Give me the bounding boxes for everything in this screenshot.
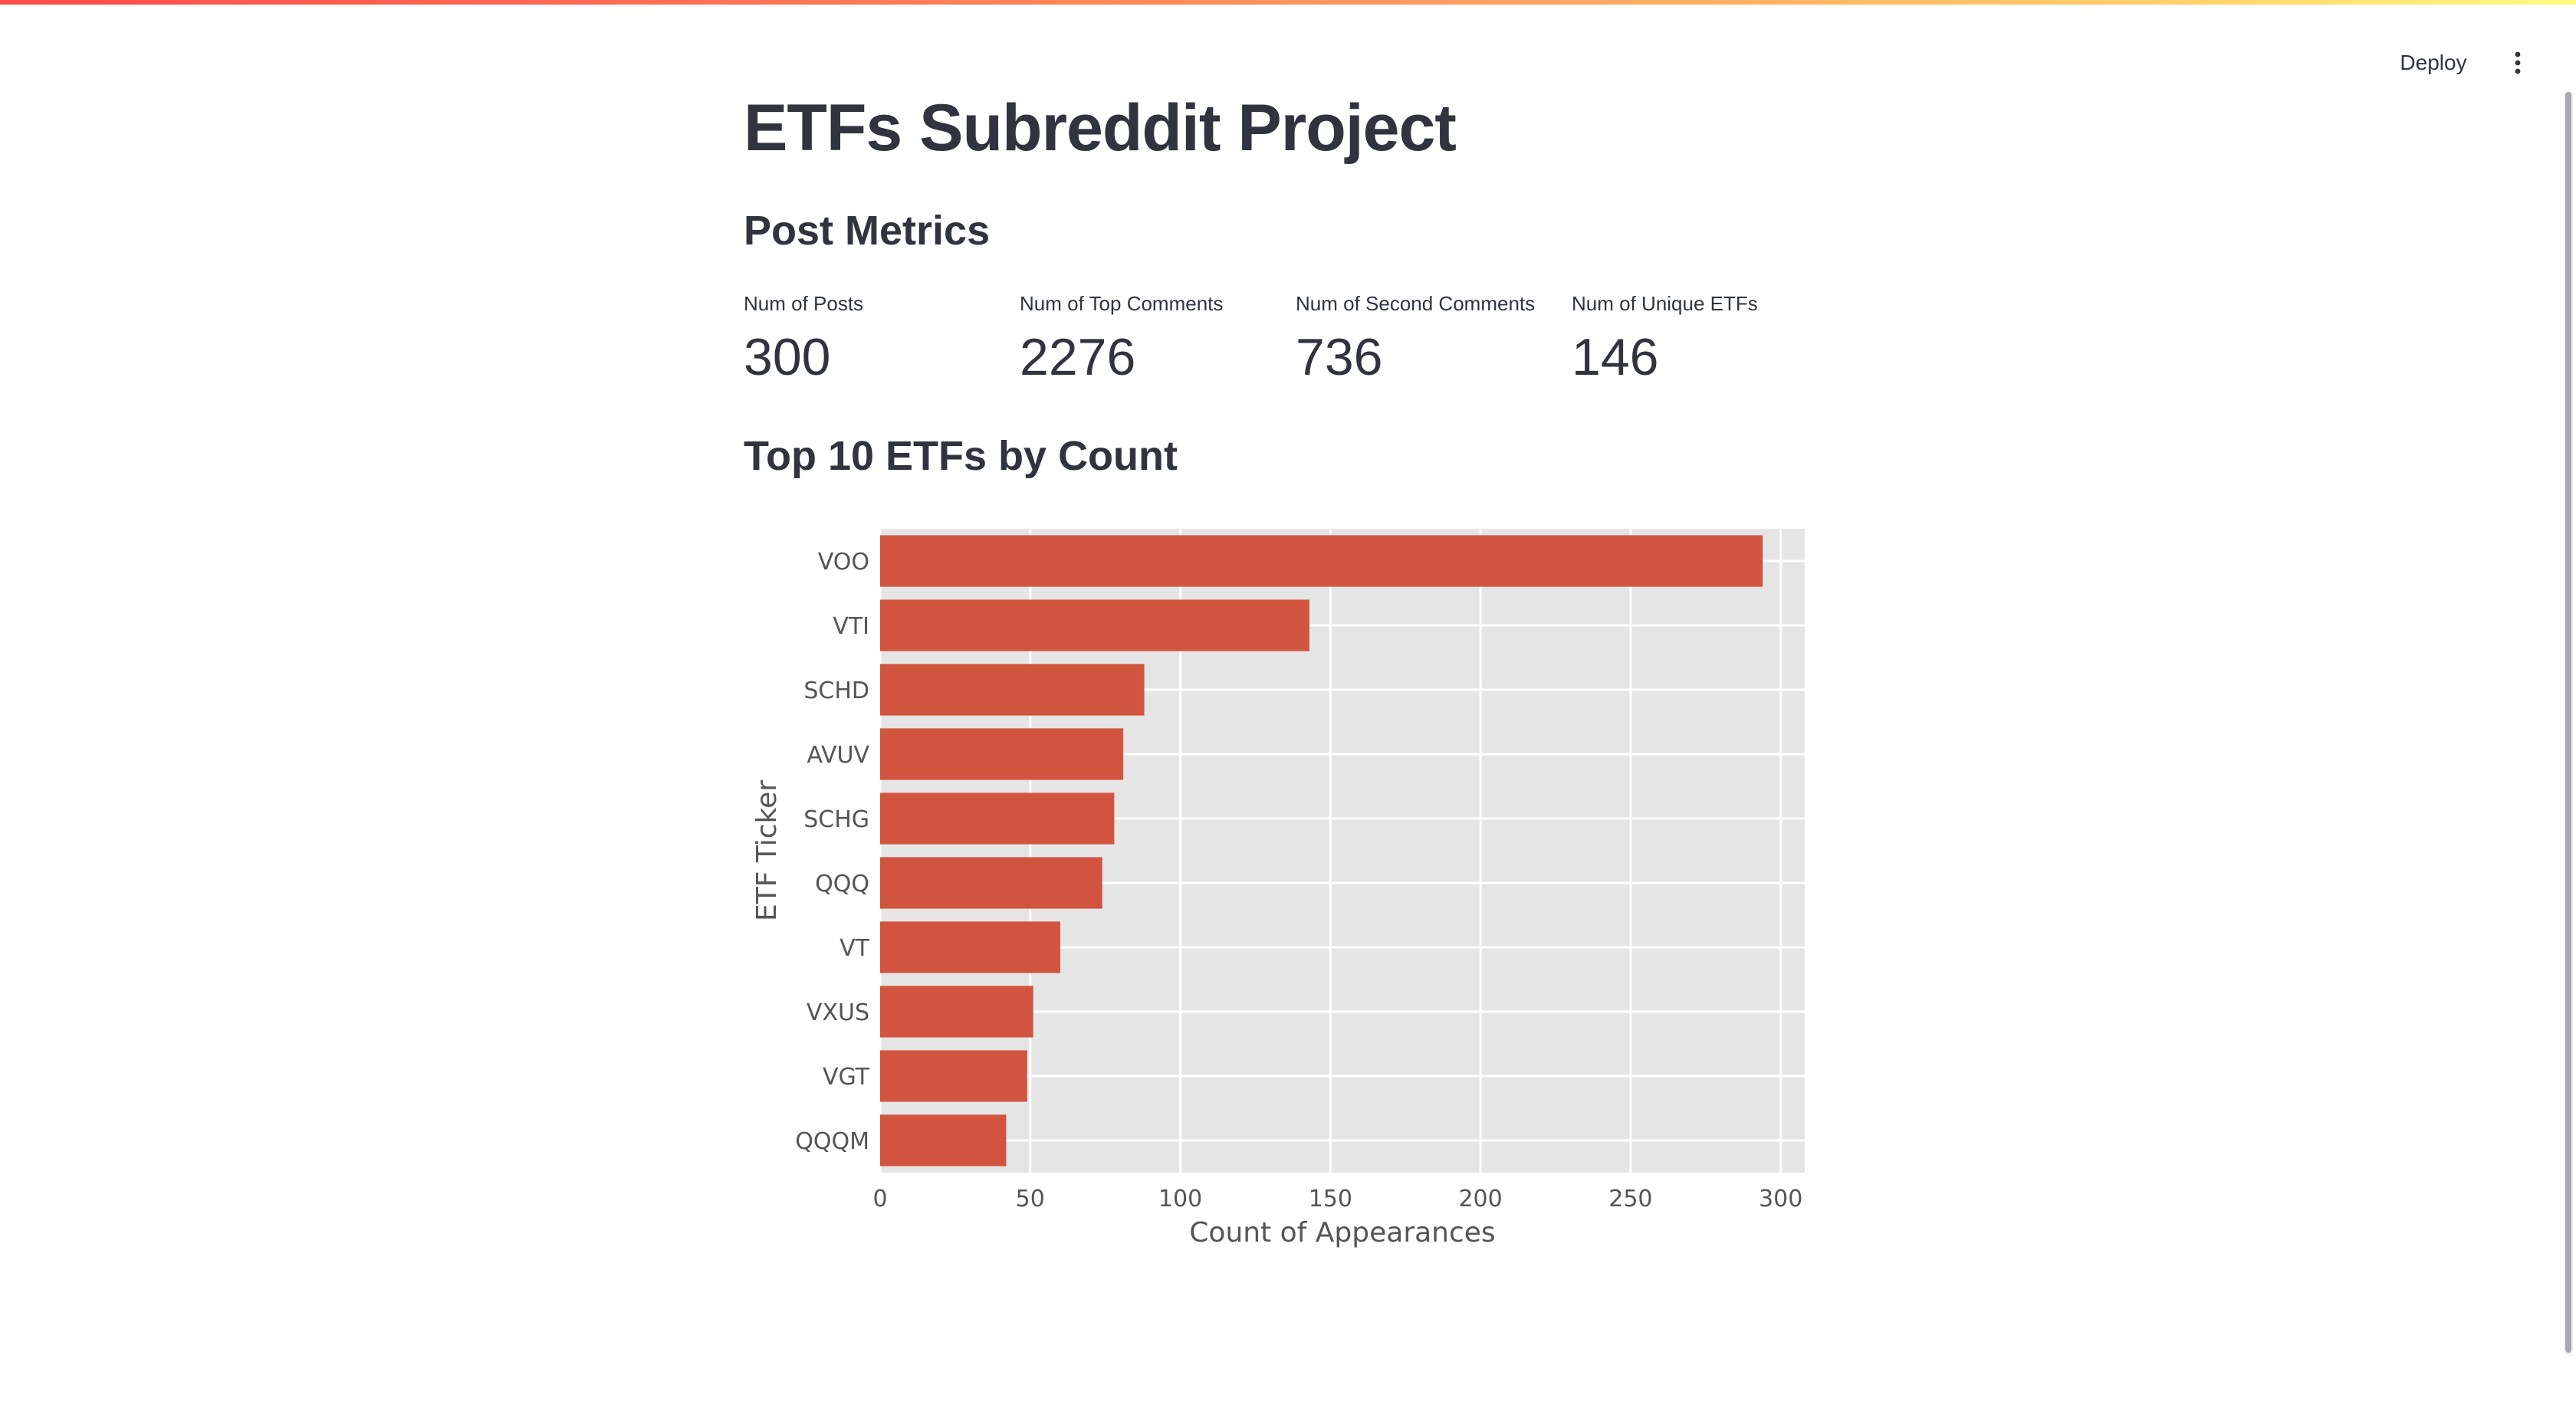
metric-label: Num of Unique ETFs	[1572, 292, 1758, 315]
bar-vti	[880, 599, 1309, 651]
vertical-ellipsis-icon	[2515, 51, 2521, 74]
top-decoration-bar	[0, 0, 2576, 5]
bar-vt	[880, 921, 1060, 973]
metric-label: Num of Posts	[744, 292, 864, 315]
bar-avuv	[880, 728, 1124, 780]
y-tick-label: VGT	[823, 1064, 870, 1091]
bar-schd	[880, 664, 1145, 716]
metric-second-comments: Num of Second Comments 736	[1296, 288, 1556, 388]
x-tick-label: 50	[1016, 1186, 1045, 1212]
y-tick-label: VOO	[818, 549, 869, 576]
y-tick-label: QQQM	[795, 1128, 869, 1155]
y-tick-label: VTI	[833, 613, 869, 640]
metric-value: 736	[1296, 328, 1383, 386]
y-tick-label: VT	[840, 935, 870, 962]
bar-vgt	[880, 1050, 1027, 1102]
main-menu-button[interactable]	[2501, 41, 2535, 84]
x-axis-title: Count of Appearances	[1189, 1217, 1495, 1248]
chart-svg: VOO VTI SCHD AVUV SCHG QQQ VT VXUS VGT QQQM 0 50 100…	[751, 529, 1805, 1248]
metric-value: 146	[1572, 328, 1659, 386]
metric-label: Num of Second Comments	[1296, 292, 1536, 315]
y-tick-label: AVUV	[807, 742, 869, 769]
metric-top-comments: Num of Top Comments 2276	[1020, 288, 1280, 388]
x-tick-label: 0	[872, 1186, 887, 1212]
bar-voo	[880, 535, 1763, 587]
y-tick-label: SCHG	[803, 806, 869, 833]
etf-bar-chart: VOO VTI SCHD AVUV SCHG QQQ VT VXUS VGT QQQM 0 50 100…	[738, 521, 1826, 1261]
x-tick-label: 150	[1309, 1186, 1352, 1212]
metric-posts: Num of Posts 300	[744, 288, 1004, 388]
metric-label: Num of Top Comments	[1020, 292, 1224, 315]
deploy-button[interactable]: Deploy	[2400, 51, 2467, 74]
y-axis-title: ETF Ticker	[751, 780, 783, 921]
top-etfs-heading: Top 10 ETFs by Count	[744, 433, 1178, 479]
scrollbar-thumb[interactable]	[2565, 92, 2571, 1353]
metric-unique-etfs: Num of Unique ETFs 146	[1572, 288, 1832, 388]
bar-schg	[880, 792, 1115, 845]
app-header: Deploy	[0, 5, 2576, 112]
page-title: ETFs Subreddit Project	[744, 91, 1457, 165]
y-tick-label: SCHD	[803, 678, 869, 704]
bar-vxus	[880, 986, 1033, 1038]
x-tick-label: 100	[1158, 1186, 1202, 1212]
bar-qqq	[880, 857, 1102, 909]
y-tick-label: VXUS	[807, 999, 869, 1026]
x-tick-label: 200	[1458, 1186, 1502, 1212]
metric-value: 2276	[1020, 328, 1136, 386]
metric-value: 300	[744, 328, 831, 386]
x-tick-label: 250	[1608, 1186, 1652, 1212]
post-metrics-heading: Post Metrics	[744, 208, 991, 254]
x-tick-label: 300	[1759, 1186, 1802, 1212]
bar-qqqm	[880, 1114, 1007, 1166]
y-tick-label: QQQ	[815, 871, 869, 897]
